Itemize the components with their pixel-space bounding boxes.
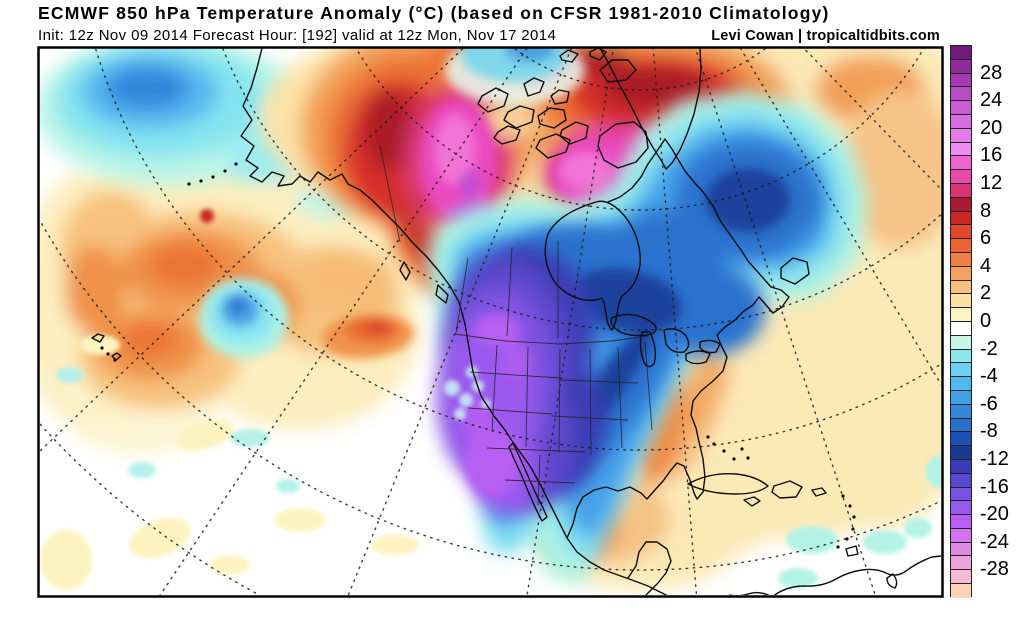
colorbar-cell	[951, 239, 971, 253]
colorbar-label: 0	[980, 310, 992, 332]
colorbar-cell	[951, 101, 971, 115]
colorbar-cell	[951, 515, 971, 529]
colorbar-label: 4	[980, 254, 992, 277]
colorbar-cell	[951, 570, 971, 585]
colorbar-cell	[951, 156, 971, 171]
colorbar-cell	[951, 349, 971, 364]
colorbar-label: -20	[980, 503, 1009, 526]
colorbar-cell	[951, 528, 971, 543]
colorbar-cell	[951, 170, 971, 184]
colorbar-cell	[951, 266, 971, 281]
colorbar-cell	[951, 280, 971, 295]
colorbar-cell	[951, 73, 971, 88]
colorbar-cell	[951, 377, 971, 391]
coastlines	[91, 48, 941, 595]
colorbar	[950, 45, 972, 598]
map-frame	[37, 46, 944, 598]
init-forecast-line: Init: 12z Nov 09 2014 Forecast Hour: [19…	[38, 27, 557, 44]
colorbar-label: -28	[980, 558, 1009, 581]
colorbar-label: 12	[980, 172, 1003, 194]
state-borders	[379, 145, 653, 506]
colorbar-cell	[951, 252, 971, 267]
pacific-red-spot	[200, 209, 214, 223]
island-dots	[100, 162, 856, 549]
colorbar-cell	[951, 308, 971, 322]
colorbar-label: 2	[980, 282, 992, 305]
colorbar-label: -24	[980, 530, 1009, 553]
colorbar-cell	[951, 556, 971, 571]
colorbar-cell	[951, 128, 971, 143]
near-zero-patches	[40, 335, 419, 590]
colorbar-cell	[951, 390, 971, 405]
colorbar-label: -8	[980, 420, 998, 443]
colorbar-cell	[951, 446, 971, 460]
colorbar-label: -12	[980, 448, 1009, 470]
colorbar-cell	[951, 501, 971, 516]
colorbar-label: 28	[980, 61, 1003, 84]
colorbar-label: -4	[980, 365, 998, 388]
colorbar-cell	[951, 473, 971, 488]
colorbar-label: -16	[980, 475, 1009, 498]
colorbar-cell	[951, 335, 971, 350]
colorbar-cell	[951, 46, 971, 60]
colorbar-cell	[951, 363, 971, 378]
colorbar-cell	[951, 225, 971, 240]
colorbar-cell	[951, 542, 971, 557]
colorbar-cell	[951, 142, 971, 157]
colorbar-cell	[951, 59, 971, 74]
colorbar-cell	[951, 404, 971, 419]
colorbar-cell	[951, 183, 971, 198]
colorbar-cell	[951, 459, 971, 474]
colorbar-cell	[951, 584, 971, 598]
colorbar-cell	[951, 87, 971, 102]
colorbar-cell	[951, 211, 971, 226]
colorbar-cell	[951, 197, 971, 212]
colorbar-label: 16	[980, 144, 1003, 167]
colorbar-label: -6	[980, 392, 998, 415]
colorbar-label: 20	[980, 116, 1003, 139]
colorbar-cell	[951, 487, 971, 502]
colorbar-cell	[951, 321, 971, 336]
colorbar-cell	[951, 418, 971, 433]
midleft-warm-blob	[322, 313, 414, 359]
colorbar-cell	[951, 294, 971, 309]
colorbar-label: 6	[980, 227, 992, 250]
colorbar-label: 8	[980, 199, 992, 222]
colorbar-cell	[951, 114, 971, 129]
colorbar-label: -2	[980, 337, 998, 360]
colorbar-cell	[951, 432, 971, 447]
credit: Levi Cowan | tropicaltidbits.com	[711, 28, 940, 44]
midleft-cold-blob	[199, 278, 289, 358]
page-title: ECMWF 850 hPa Temperature Anomaly (°C) (…	[38, 3, 830, 23]
violet-maxima	[462, 314, 530, 497]
colorbar-label: 24	[980, 89, 1003, 112]
